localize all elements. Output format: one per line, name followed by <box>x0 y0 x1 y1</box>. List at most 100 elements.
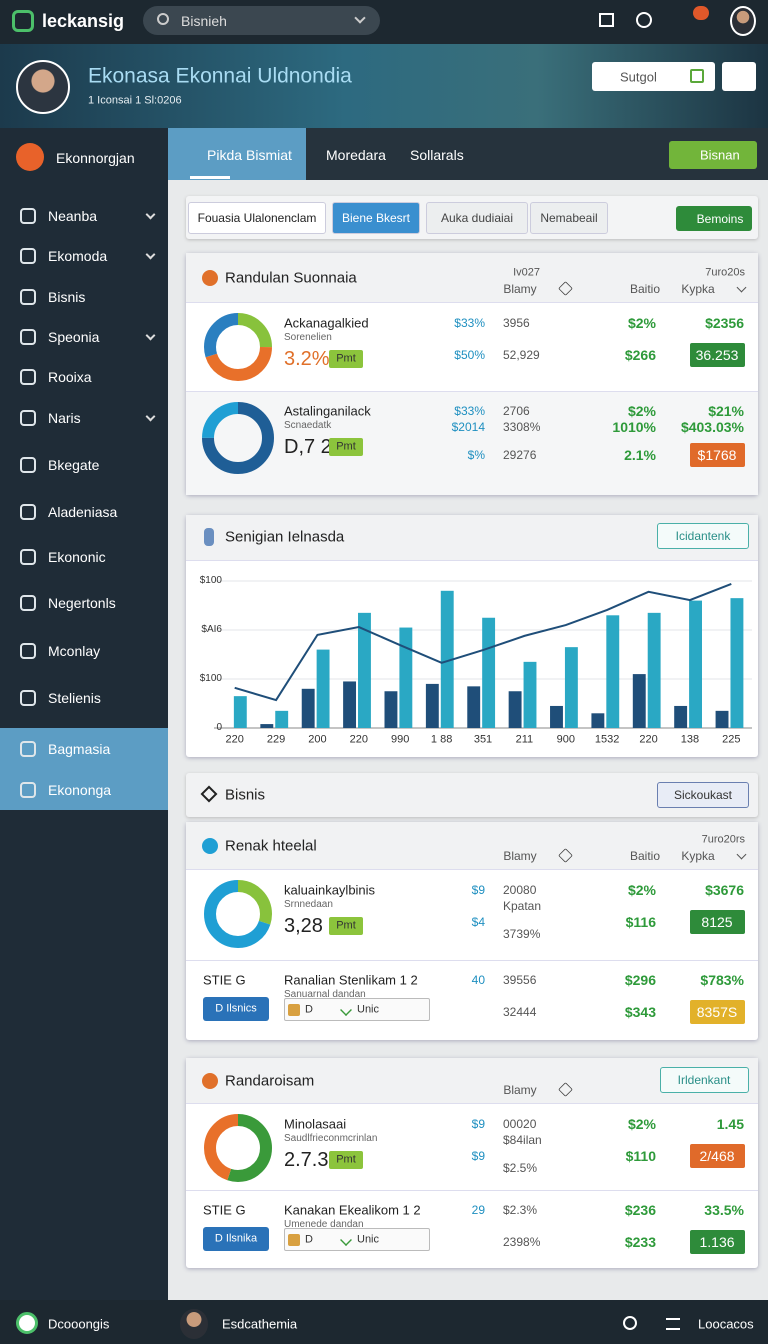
subtab[interactable] <box>332 202 420 234</box>
search-bar[interactable] <box>143 6 380 35</box>
x-tick-label: 138 <box>680 733 700 746</box>
clock-icon[interactable] <box>636 12 652 28</box>
bar <box>384 691 398 728</box>
sidebar <box>0 128 168 1300</box>
row-name: Minolasaai <box>284 1116 347 1132</box>
sidebar-icon <box>20 248 36 264</box>
cell: 33.5% <box>704 1202 744 1218</box>
card-title: Renak hteelal <box>225 837 317 855</box>
chip-group <box>284 998 430 1021</box>
chip-label[interactable]: D <box>305 1233 313 1246</box>
badge-label: Pmt <box>336 919 356 932</box>
cell: 29 <box>471 1203 485 1217</box>
bar <box>343 681 357 728</box>
bar <box>316 649 330 728</box>
subtab[interactable] <box>426 202 528 234</box>
sidebar-item[interactable]: Ekomoda <box>48 248 108 264</box>
badge-label: Pmt <box>336 440 356 453</box>
x-tick-label: 229 <box>266 733 286 746</box>
cell: 20080 <box>503 883 537 897</box>
chip-label[interactable]: Unic <box>357 1003 380 1016</box>
cell: 52,929 <box>503 348 540 362</box>
value-badge <box>690 1144 745 1168</box>
sidebar-item[interactable]: Naris <box>48 410 81 426</box>
tab[interactable]: Moredara <box>326 147 386 163</box>
chip-icon <box>288 1234 300 1246</box>
value-badge-label: 1.136 <box>699 1234 735 1250</box>
value-badge-label: $1768 <box>697 447 737 463</box>
y-tick-label: 0 <box>216 722 222 733</box>
cell: $783% <box>700 972 744 988</box>
sidebar-item[interactable]: Mconlay <box>48 643 101 659</box>
cell: 2398% <box>503 1235 541 1249</box>
sidebar-item[interactable]: Bkegate <box>48 457 100 473</box>
cell: $296 <box>624 972 656 988</box>
grid-icon[interactable] <box>599 13 614 27</box>
sidebar-item[interactable]: Rooixa <box>48 369 92 385</box>
sidebar-item[interactable]: Neanba <box>48 208 98 224</box>
settings-button[interactable] <box>722 62 756 91</box>
row-big: D,7 2 <box>284 436 332 458</box>
sidebar-icon <box>20 329 36 345</box>
bar <box>591 713 605 728</box>
star-icon <box>690 69 704 83</box>
row-button-label: D Ilsnika <box>214 1232 258 1245</box>
cell: 2.1% <box>624 447 656 463</box>
tab[interactable]: Bismiat <box>246 147 292 163</box>
row-name: Kanakan Ekealikom 1 2 <box>284 1202 421 1218</box>
sidebar-brand: Ekonnorgjan <box>56 150 135 166</box>
sidebar-item[interactable]: Ekononga <box>48 782 112 798</box>
sidebar-item[interactable]: Bisnis <box>48 289 86 305</box>
tab-underline <box>190 176 230 179</box>
header-search-text: Sutgol <box>620 69 657 85</box>
sidebar-item[interactable]: Bagmasia <box>48 741 111 757</box>
chart-button[interactable] <box>657 523 749 549</box>
subtab-button[interactable] <box>676 206 752 231</box>
sidebar-item[interactable]: Ekononic <box>48 549 106 565</box>
subtab[interactable] <box>188 202 326 234</box>
card-button[interactable] <box>660 1067 749 1093</box>
row-big: 3.2% <box>284 348 330 370</box>
cell: $84ilan <box>503 1133 542 1147</box>
row-button[interactable] <box>203 997 269 1021</box>
value-badge <box>690 910 745 934</box>
donut-icon <box>204 1114 272 1182</box>
cell: $50% <box>454 348 485 362</box>
tab[interactable]: Pikda <box>207 147 243 163</box>
section-button[interactable] <box>657 782 749 808</box>
row-button[interactable] <box>203 1227 269 1251</box>
card-button-label: Irldenkant <box>677 1073 731 1087</box>
subtab[interactable] <box>530 202 608 234</box>
cell: $2.5% <box>503 1161 538 1175</box>
badge-label: Pmt <box>336 352 356 365</box>
card-header <box>186 822 758 870</box>
logo: leckansig <box>42 11 125 31</box>
sidebar-item[interactable]: Stelienis <box>48 690 101 706</box>
bar <box>508 691 522 728</box>
sidebar-item[interactable]: Speonia <box>48 329 100 345</box>
cell: 3956 <box>503 316 530 330</box>
badge <box>329 917 363 935</box>
bar <box>715 710 729 728</box>
x-tick-label: 220 <box>225 733 244 746</box>
footer-icon[interactable] <box>666 1318 680 1330</box>
row-name: Ranalian Stenlikam 1 2 <box>284 972 418 988</box>
footer-search[interactable] <box>623 1316 637 1330</box>
sidebar-item[interactable]: Negertonls <box>48 595 116 611</box>
notify-icon[interactable] <box>693 6 709 20</box>
cell: $3676 <box>705 882 744 898</box>
value-badge-label: 2/468 <box>699 1148 735 1164</box>
avatar[interactable] <box>730 6 756 36</box>
cell: 3739% <box>503 927 541 941</box>
chip-label[interactable]: Unic <box>357 1233 380 1246</box>
x-tick-label: 1532 <box>594 733 620 746</box>
header-label: Iv027 <box>513 266 540 279</box>
chip-label[interactable]: D <box>305 1003 313 1016</box>
header-label: Blamy <box>503 1083 537 1097</box>
tab[interactable]: Sollarals <box>410 147 464 163</box>
sidebar-item[interactable]: Aladeniasa <box>48 504 118 520</box>
header-search[interactable] <box>592 62 715 91</box>
tab-button[interactable] <box>669 141 757 169</box>
row-sub: Umenede dandan <box>284 1219 364 1230</box>
